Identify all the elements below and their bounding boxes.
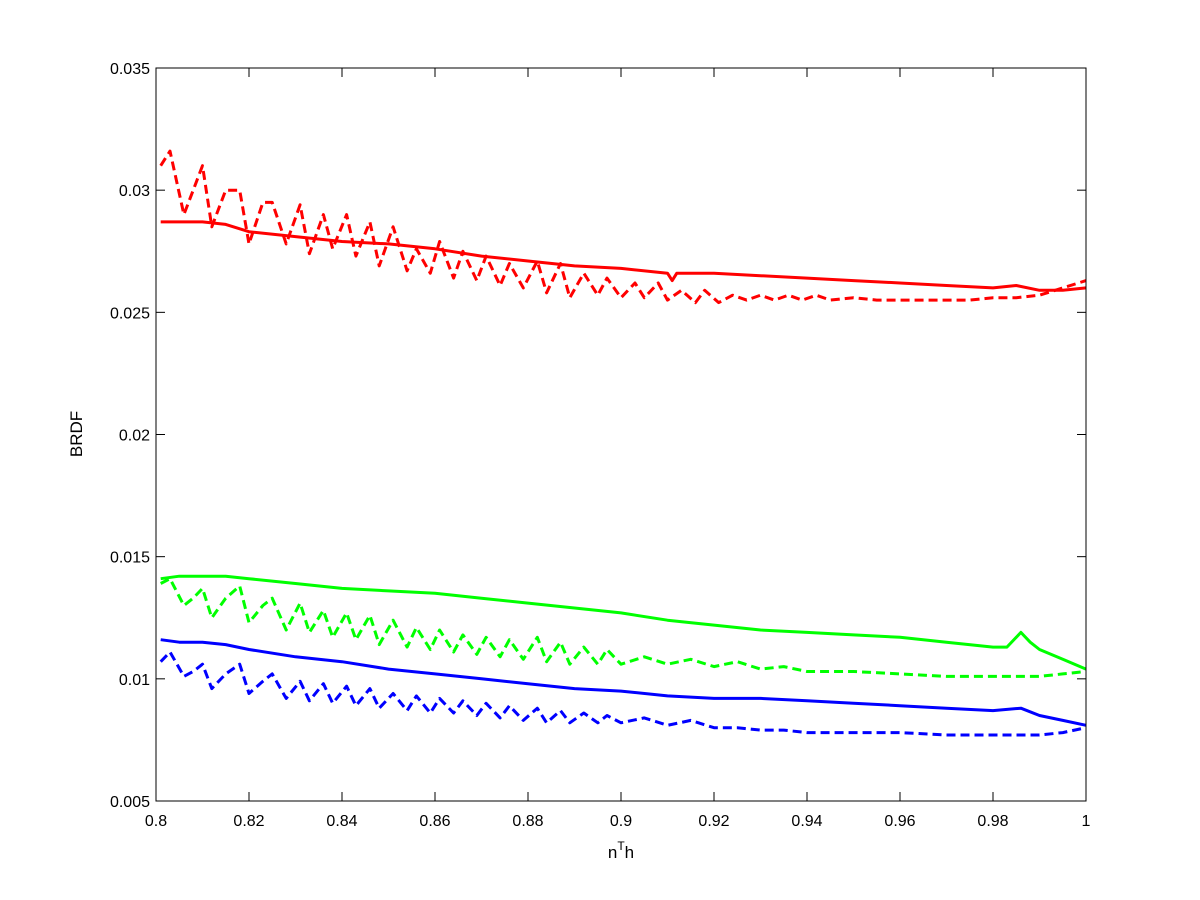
- x-tick-label: 0.88: [512, 813, 543, 830]
- series-layer: [159, 149, 1087, 737]
- y-tick-label: 0.01: [119, 672, 150, 689]
- x-tick-label: 0.86: [419, 813, 450, 830]
- x-tick-label: 0.8: [145, 813, 167, 830]
- plot-area: [156, 68, 1086, 801]
- x-tick-label: 0.92: [698, 813, 729, 830]
- series-line-6: [159, 650, 1087, 737]
- ticks-layer: 0.8 0.82 0.84 0.86 0.88 0.9 0.92 0.94 0.96 0.98 1 0…: [110, 61, 1091, 830]
- x-tick-label: 0.84: [326, 813, 357, 830]
- y-tick-label: 0.015: [110, 550, 150, 567]
- y-axis-title: BRDF: [67, 411, 86, 457]
- x-tick-label: 0.82: [233, 813, 264, 830]
- x-tick-label: 1: [1082, 813, 1091, 830]
- x-axis-title-tail: h: [625, 843, 634, 862]
- series-line-5: [160, 638, 1087, 727]
- x-tick-label: 0.9: [610, 813, 632, 830]
- x-tick-label: 0.94: [791, 813, 822, 830]
- y-tick-label: 0.005: [110, 794, 150, 811]
- x-axis-title-superscript: T: [617, 839, 625, 853]
- series-line-1: [160, 220, 1087, 292]
- x-axis-title: nTh: [608, 839, 634, 862]
- series-line-2: [159, 149, 1087, 305]
- x-tick-label: 0.96: [884, 813, 915, 830]
- x-tick-label: 0.98: [977, 813, 1008, 830]
- series-line-4: [160, 577, 1087, 678]
- y-tick-label: 0.025: [110, 305, 150, 322]
- y-tick-label: 0.02: [119, 428, 150, 445]
- y-tick-label: 0.03: [119, 183, 150, 200]
- x-axis-title-base: n: [608, 843, 617, 862]
- series-line-3: [160, 574, 1087, 671]
- y-tick-label: 0.035: [110, 61, 150, 78]
